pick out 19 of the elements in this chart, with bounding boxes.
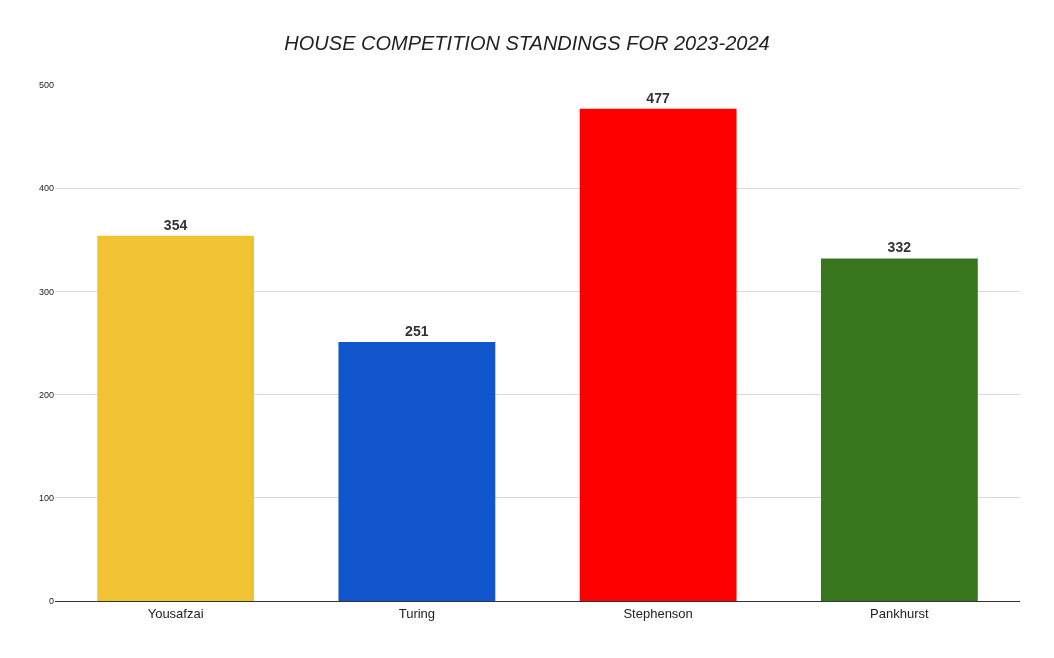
x-tick-label: Yousafzai — [147, 605, 204, 621]
data-label: 354 — [163, 216, 188, 233]
chart-title: HOUSE COMPETITION STANDINGS FOR 2023-2024 — [284, 32, 770, 54]
x-tick-label: Stephenson — [623, 605, 693, 621]
y-tick-label: 200 — [38, 389, 54, 400]
data-label: 332 — [887, 239, 912, 256]
y-tick-label: 300 — [38, 286, 54, 297]
bar — [820, 258, 978, 601]
bar — [579, 108, 737, 601]
bar — [97, 235, 255, 601]
bar — [338, 341, 496, 601]
x-tick-label: Turing — [398, 605, 436, 621]
y-tick-label: 500 — [38, 80, 54, 91]
y-tick-label: 0 — [48, 596, 54, 607]
y-tick-label: 400 — [38, 183, 54, 194]
data-label: 251 — [405, 322, 429, 339]
x-tick-label: Pankhurst — [870, 605, 930, 621]
data-label: 477 — [646, 89, 670, 106]
y-tick-label: 100 — [38, 492, 54, 503]
